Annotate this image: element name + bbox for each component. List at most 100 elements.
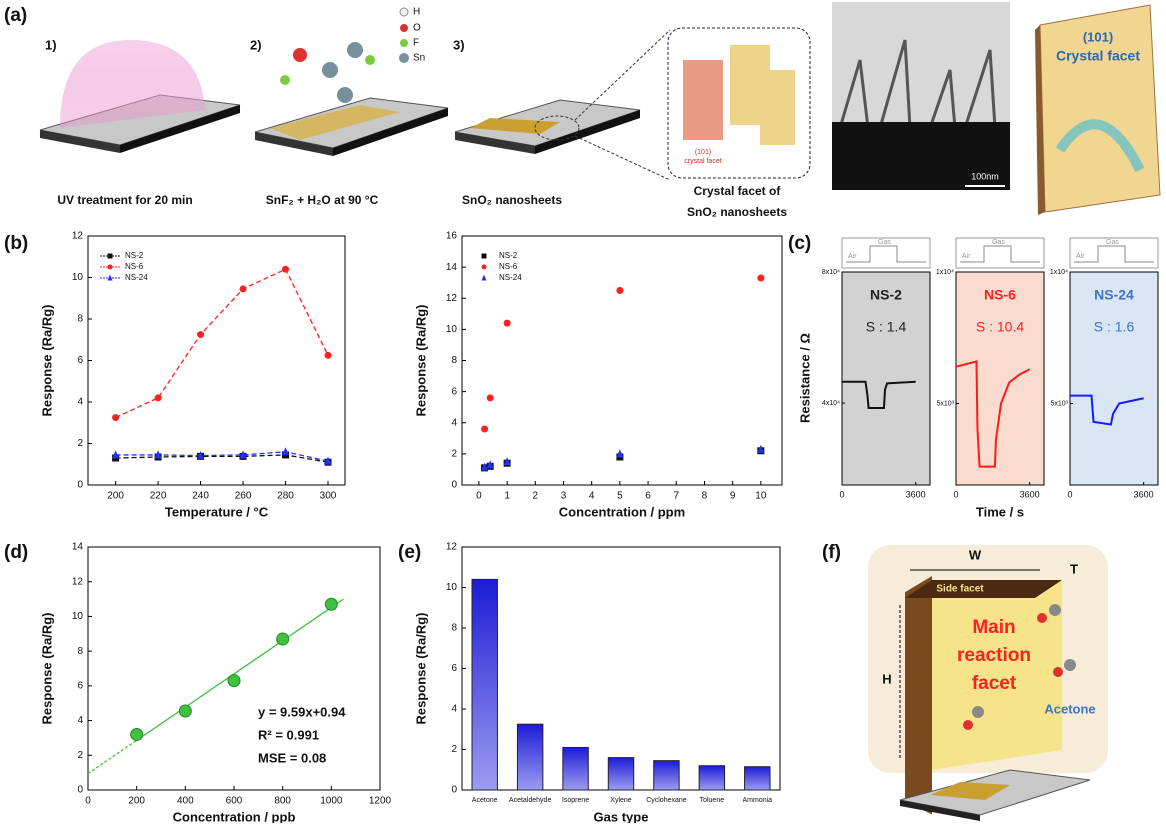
y-tick-label: 8x10⁴: [822, 269, 840, 276]
marker: [240, 285, 247, 292]
x-tick-label: 400: [177, 796, 194, 807]
x-tick-label: 6: [645, 491, 651, 502]
x-tick-label: 280: [277, 491, 294, 502]
data-point: [179, 705, 191, 717]
y-tick-label: 1x10⁴: [1050, 269, 1068, 276]
x-tick-label: 5: [617, 491, 623, 502]
y-tick-label: 2: [451, 449, 457, 460]
y-tick-label: 14: [446, 262, 458, 273]
x-tick-label: 1200: [369, 796, 392, 807]
atom-key: [400, 24, 408, 32]
atom-label: O: [413, 23, 421, 34]
step-label: 2): [250, 37, 262, 52]
panel-background: [956, 272, 1044, 485]
y-tick-label: 14: [72, 542, 84, 553]
caption: Crystal facet of: [694, 184, 782, 198]
panel-label: (e): [398, 542, 421, 563]
x-tick-label: 3600: [1134, 489, 1154, 499]
molecule-label: Acetone: [1044, 701, 1095, 716]
marker: [155, 394, 162, 401]
y-tick-label: 0: [451, 785, 457, 796]
y-tick-label: 12: [446, 293, 458, 304]
marker: [112, 414, 119, 421]
y-tick-label: 12: [72, 231, 84, 242]
caption: SnF₂ + H₂O at 90 °C: [266, 193, 379, 207]
panel-background: [1070, 272, 1158, 485]
data-point: [131, 728, 143, 740]
x-axis-title: Temperature / °C: [165, 504, 269, 519]
x-tick-label: 800: [274, 796, 291, 807]
atom: [365, 55, 375, 65]
y-tick-label: 2: [451, 744, 457, 755]
atom-label: Sn: [413, 53, 425, 64]
marker: [282, 266, 289, 273]
y-tick-label: 4: [77, 715, 83, 726]
y-axis-title: Response (Ra/Rg): [413, 613, 428, 725]
facet: [760, 70, 795, 145]
series-line: [116, 269, 328, 417]
x-tick-label: 4: [589, 491, 595, 502]
x-tick-label: 200: [128, 796, 145, 807]
legend-label: NS-2: [125, 251, 144, 260]
marker: [325, 352, 332, 359]
annotation: y = 9.59x+0.94: [258, 704, 346, 719]
x-tick-label: 8: [702, 491, 708, 502]
y-tick-label: 12: [446, 542, 458, 553]
molecule: [963, 720, 973, 730]
inset-label: Air: [1076, 253, 1085, 260]
plot-frame: [88, 547, 380, 790]
x-tick-label: 9: [730, 491, 736, 502]
bar: [699, 766, 724, 790]
bar: [745, 767, 770, 790]
y-tick-label: 16: [446, 231, 458, 242]
sample-name: NS-2: [870, 287, 902, 303]
marker: [282, 447, 289, 455]
y-axis-title: Response (Ra/Rg): [39, 305, 54, 417]
legend-label: NS-6: [499, 262, 518, 271]
x-tick-label: 0: [476, 491, 482, 502]
panel-label: (f): [822, 542, 841, 563]
fit-extrapolation: [88, 740, 137, 773]
y-tick-label: 4: [451, 704, 457, 715]
caption: SnO₂ nanosheets: [462, 193, 562, 207]
y-tick-label: 6: [77, 355, 83, 366]
y-tick-label: 0: [77, 480, 83, 491]
x-tick-label: 0: [839, 489, 844, 499]
figure: (a) (b) (c) (d) (e) (f) H O F Sn (101) c…: [0, 0, 1166, 823]
x-tick-label: Xylene: [610, 797, 632, 804]
x-axis-title: Time / s: [976, 504, 1024, 519]
y-tick-label: 1x10⁴: [936, 269, 954, 276]
panel-label: (c): [788, 233, 811, 254]
step-label: 3): [453, 37, 465, 52]
y-tick-label: 4x10⁴: [822, 400, 840, 407]
legend-label: NS-2: [499, 251, 518, 260]
panel-label: (b): [4, 233, 28, 254]
x-axis-title: Gas type: [594, 809, 649, 823]
atom-key: [400, 39, 408, 47]
legend-label: NS-6: [125, 262, 144, 271]
molecule: [1053, 667, 1063, 677]
y-tick-label: 6: [451, 386, 457, 397]
side-face: [905, 576, 932, 815]
inset-label: Gas: [992, 239, 1005, 246]
marker: [481, 425, 488, 432]
marker: [197, 331, 204, 338]
x-tick-label: 3: [561, 491, 567, 502]
x-tick-label: 600: [226, 796, 243, 807]
x-tick-label: 7: [673, 491, 679, 502]
y-tick-label: 10: [446, 582, 458, 593]
y-axis-title: Response (Ra/Rg): [39, 613, 54, 725]
legend-label: NS-24: [125, 273, 148, 282]
legend-label: NS-24: [499, 273, 522, 282]
y-tick-label: 4: [77, 397, 83, 408]
caption: UV treatment for 20 min: [57, 193, 192, 207]
facet-text: facet: [972, 673, 1017, 694]
crystal-label: (101): [1083, 29, 1113, 44]
molecule: [1049, 604, 1061, 616]
facet-label: (101): [695, 149, 711, 156]
atom-key: [399, 53, 409, 63]
panel-background: [842, 272, 930, 485]
y-axis-title: Response (Ra/Rg): [413, 305, 428, 417]
legend-marker: [482, 275, 487, 281]
legend-marker: [482, 254, 487, 259]
